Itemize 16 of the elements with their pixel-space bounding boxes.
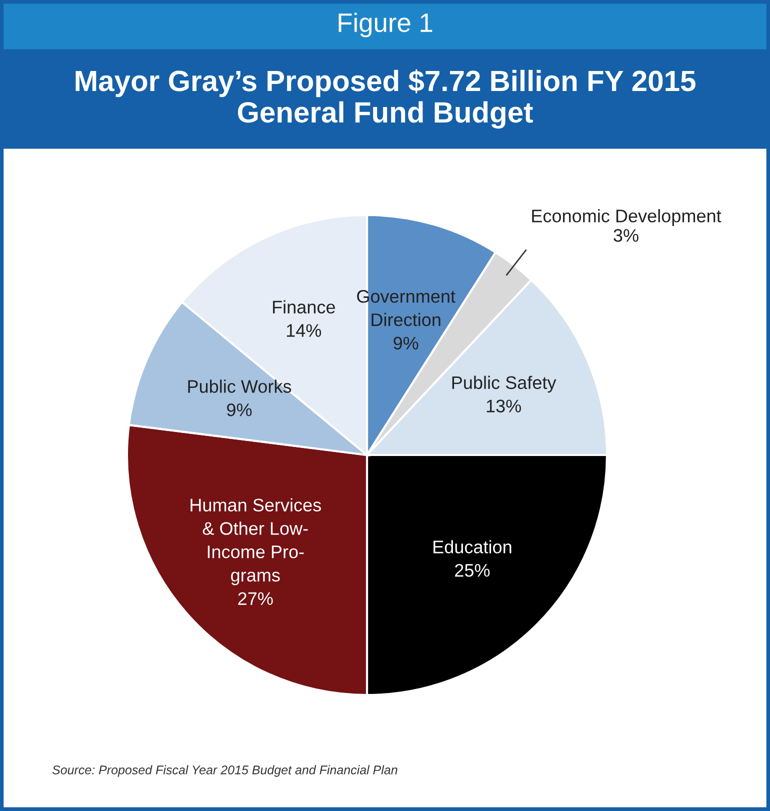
data-label: 27%	[238, 592, 273, 605]
chart-title: Mayor Gray’s Proposed $7.72 Billion FY 2015 General Fund Budget	[76, 69, 696, 129]
slice-label: Human Services & Other Low- Income Pro- grams	[190, 498, 321, 586]
data-label: 3%	[614, 229, 638, 242]
data-label: 14%	[286, 324, 322, 337]
data-label: 25%	[455, 564, 490, 577]
source-note: Source: Proposed Fiscal Year 2015 Budget and Financial Plan	[52, 765, 398, 777]
data-label: 9%	[394, 336, 418, 350]
chart-subtitle: Figure 1	[338, 12, 432, 38]
slice-label: Economic Development	[532, 209, 722, 226]
data-label: 13%	[486, 400, 521, 412]
slice-label: Education	[434, 540, 512, 554]
data-label: 9%	[227, 403, 252, 416]
slice-label: Public Safety	[452, 376, 556, 393]
slice-label: Public Works	[188, 380, 292, 393]
slice-label: Finance	[273, 300, 335, 314]
